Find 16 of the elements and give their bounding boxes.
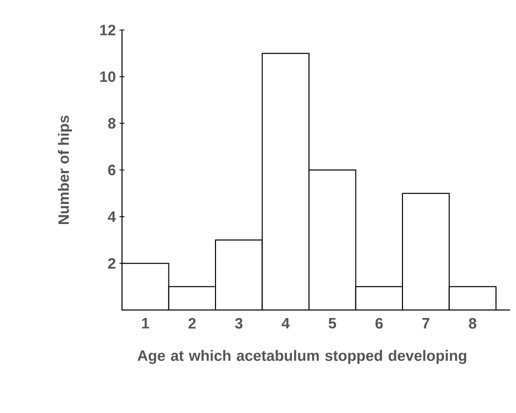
y-tick-label: 2 [108, 258, 116, 269]
y-tick-label: 10 [100, 71, 116, 82]
x-tick-label: 4 [282, 318, 290, 328]
y-tick-label: 12 [100, 24, 116, 36]
x-tick-label: 6 [375, 318, 383, 329]
x-tick-label: 2 [188, 318, 196, 329]
x-tick-label: 1 [142, 318, 150, 328]
x-tick-label: 3 [235, 318, 242, 329]
y-axis-title: Number of hips [58, 116, 72, 224]
y-tick-label: 6 [108, 164, 116, 176]
y-tick-label: 4 [108, 212, 116, 222]
x-tick-label: 8 [468, 318, 476, 329]
x-tick-label: 5 [328, 318, 336, 328]
x-tick-label: 7 [422, 318, 430, 328]
x-axis-title: Age at which acetabulum stopped developing [138, 350, 466, 364]
y-tick-label: 8 [108, 118, 116, 129]
